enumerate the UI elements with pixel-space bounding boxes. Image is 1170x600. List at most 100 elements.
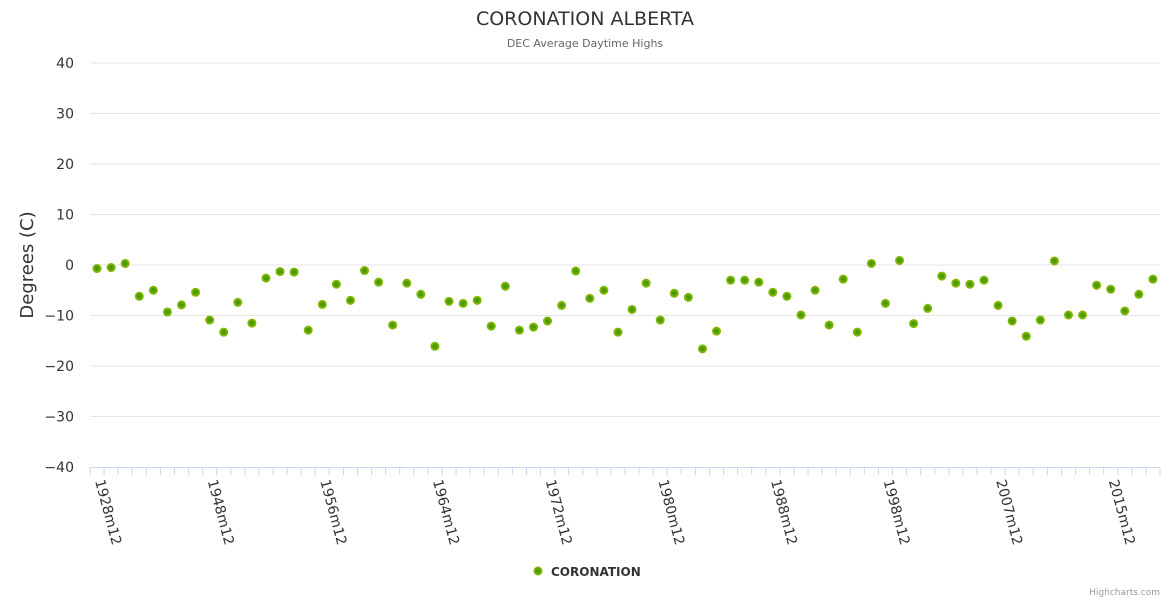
y-tick-label: −20 [44,359,74,375]
data-point[interactable] [641,278,651,288]
data-point[interactable] [951,278,961,288]
data-point[interactable] [909,319,919,329]
x-tick-label: 1980m12 [654,478,687,547]
data-point[interactable] [810,285,820,295]
y-tick-label: 10 [56,208,74,224]
data-point[interactable] [613,327,623,337]
chart-subtitle: DEC Average Daytime Highs [507,37,664,50]
data-point[interactable] [993,300,1003,310]
data-point[interactable] [923,303,933,313]
data-point[interactable] [740,275,750,285]
data-point[interactable] [120,258,130,268]
data-point[interactable] [585,293,595,303]
data-point[interactable] [360,266,370,276]
data-point[interactable] [247,318,257,328]
data-point[interactable] [134,291,144,301]
x-tick-label: 1956m12 [316,478,349,547]
data-point[interactable] [782,291,792,301]
data-point[interactable] [472,295,482,305]
data-point[interactable] [1007,316,1017,326]
data-point[interactable] [261,273,271,283]
data-point[interactable] [697,344,707,354]
x-tick-label: 2007m12 [992,478,1025,547]
data-point[interactable] [430,341,440,351]
data-point[interactable] [458,298,468,308]
data-point[interactable] [289,267,299,277]
legend-label: CORONATION [551,565,641,579]
data-point[interactable] [486,321,496,331]
data-point[interactable] [1063,310,1073,320]
x-tick-label: 1964m12 [429,478,462,547]
data-point[interactable] [557,300,567,310]
data-point[interactable] [937,271,947,281]
data-point[interactable] [317,299,327,309]
data-point[interactable] [331,279,341,289]
x-tick-label: 2015m12 [1105,478,1138,547]
data-point[interactable] [1035,315,1045,325]
data-point[interactable] [233,297,243,307]
data-point[interactable] [205,315,215,325]
data-point[interactable] [444,296,454,306]
data-point[interactable] [528,322,538,332]
data-point[interactable] [683,292,693,302]
data-point[interactable] [852,327,862,337]
y-tick-label: −40 [44,460,74,476]
data-point[interactable] [1078,310,1088,320]
data-point[interactable] [543,316,553,326]
credits-link[interactable]: Highcharts.com [1089,588,1160,598]
data-point[interactable] [514,325,524,335]
y-tick-label: −30 [44,410,74,426]
x-tick-label: 1928m12 [91,478,124,547]
data-point[interactable] [345,295,355,305]
data-point[interactable] [1148,274,1158,284]
data-point[interactable] [1134,289,1144,299]
data-point[interactable] [1120,306,1130,316]
legend-item-coronation[interactable]: CORONATION [533,565,641,579]
x-tick-label: 1998m12 [880,478,913,547]
legend-marker [533,566,543,576]
data-point[interactable] [768,287,778,297]
data-point[interactable] [219,327,229,337]
chart-title: CORONATION ALBERTA [476,8,694,30]
data-point[interactable] [571,266,581,276]
y-axis-title: Degrees (C) [17,211,38,318]
data-point[interactable] [92,264,102,274]
data-point[interactable] [838,274,848,284]
data-point[interactable] [402,278,412,288]
data-point[interactable] [965,279,975,289]
data-point[interactable] [275,267,285,277]
data-point[interactable] [599,285,609,295]
data-point[interactable] [627,304,637,314]
data-point[interactable] [148,285,158,295]
y-tick-label: 40 [56,56,74,72]
x-tick-label: 1988m12 [767,478,800,547]
data-point[interactable] [162,307,172,317]
data-point[interactable] [1106,284,1116,294]
data-point[interactable] [979,275,989,285]
data-point[interactable] [1021,331,1031,341]
data-point[interactable] [754,277,764,287]
x-tick-label: 1972m12 [542,478,575,547]
y-tick-label: 30 [56,107,74,123]
data-point[interactable] [880,298,890,308]
data-point[interactable] [655,315,665,325]
data-point[interactable] [712,326,722,336]
data-point[interactable] [796,310,806,320]
data-point[interactable] [895,255,905,265]
data-point[interactable] [866,258,876,268]
data-point[interactable] [1092,280,1102,290]
data-point[interactable] [374,277,384,287]
data-point[interactable] [388,320,398,330]
data-point[interactable] [416,289,426,299]
data-point[interactable] [824,320,834,330]
data-point[interactable] [177,300,187,310]
y-tick-label: 0 [65,258,74,274]
data-point[interactable] [726,275,736,285]
data-point[interactable] [500,281,510,291]
data-point[interactable] [191,287,201,297]
data-point[interactable] [106,263,116,273]
data-point[interactable] [669,288,679,298]
data-point[interactable] [303,325,313,335]
data-point[interactable] [1049,256,1059,266]
